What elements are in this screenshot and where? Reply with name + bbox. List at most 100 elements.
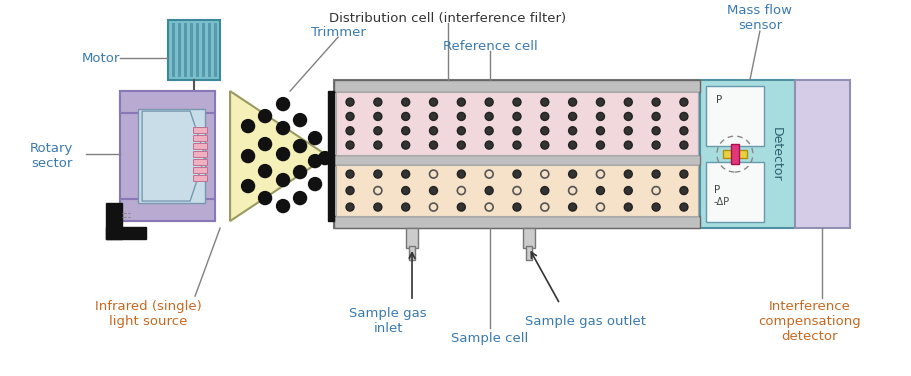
Circle shape [624,98,632,106]
Circle shape [374,141,382,149]
Circle shape [374,170,382,178]
Circle shape [346,98,354,106]
Circle shape [541,141,548,149]
Circle shape [259,165,271,177]
Circle shape [277,121,290,135]
Circle shape [259,109,271,123]
Text: Reference cell: Reference cell [443,39,537,53]
Circle shape [568,98,577,106]
Bar [328,91,334,221]
Circle shape [346,186,354,194]
Circle shape [541,98,548,106]
Circle shape [402,203,410,211]
Circle shape [486,186,493,194]
Bar [795,80,850,228]
Text: P: P [714,185,721,195]
Circle shape [597,186,604,194]
Text: Infrared (single)
light source: Infrared (single) light source [95,300,201,328]
Circle shape [293,139,307,153]
Bar [700,80,795,228]
Circle shape [241,180,254,193]
Bar [526,246,532,260]
Bar [193,167,207,173]
Text: Motor: Motor [82,52,120,65]
Circle shape [293,165,307,179]
Circle shape [346,170,354,178]
Circle shape [597,127,604,135]
Bar [723,150,747,158]
Circle shape [309,177,322,191]
Circle shape [374,203,382,211]
Text: P: P [716,95,722,105]
Bar [193,143,207,149]
Circle shape [309,155,322,168]
Circle shape [457,203,466,211]
Circle shape [513,127,521,135]
Circle shape [680,127,688,135]
Circle shape [486,127,493,135]
Circle shape [680,98,688,106]
Circle shape [568,170,577,178]
Circle shape [402,127,410,135]
Circle shape [277,98,290,111]
Circle shape [277,174,290,186]
Circle shape [259,191,271,205]
Text: Interference
compensationg
detector: Interference compensationg detector [759,300,861,343]
Circle shape [259,138,271,150]
Text: Mass flow
sensor: Mass flow sensor [727,4,793,32]
Circle shape [486,141,493,149]
Bar [172,23,175,77]
Circle shape [457,112,466,120]
Circle shape [513,203,521,211]
Circle shape [624,112,632,120]
Circle shape [486,98,493,106]
Circle shape [680,141,688,149]
Circle shape [652,127,660,135]
Bar [193,151,207,157]
Circle shape [652,170,660,178]
Circle shape [402,186,410,194]
Bar [334,80,700,228]
Bar [193,127,207,133]
Circle shape [680,170,688,178]
Bar [106,227,146,239]
Bar [406,228,418,248]
Circle shape [277,148,290,161]
Circle shape [402,98,410,106]
Circle shape [346,203,354,211]
Circle shape [374,127,382,135]
Circle shape [277,200,290,212]
Bar [409,246,415,260]
Circle shape [568,127,577,135]
Bar [706,162,764,222]
Circle shape [652,98,660,106]
Bar [336,165,698,216]
Circle shape [597,112,604,120]
Circle shape [624,141,632,149]
Circle shape [374,98,382,106]
Circle shape [319,152,332,165]
Circle shape [429,112,437,120]
Bar [706,86,764,146]
Circle shape [541,186,548,194]
Circle shape [241,150,254,162]
Circle shape [402,141,410,149]
Bar [169,20,220,80]
Bar [202,23,205,77]
Bar [214,23,217,77]
Circle shape [346,112,354,120]
Circle shape [652,141,660,149]
Bar [336,92,698,155]
Circle shape [429,127,437,135]
Bar [184,23,187,77]
Circle shape [346,141,354,149]
Bar [190,23,193,77]
Circle shape [486,112,493,120]
Circle shape [457,170,466,178]
Bar [193,175,207,181]
Bar [106,203,122,239]
Text: Detector: Detector [770,127,783,181]
Bar [731,144,739,164]
Text: Sample gas
inlet: Sample gas inlet [349,307,427,335]
Bar [523,228,535,248]
